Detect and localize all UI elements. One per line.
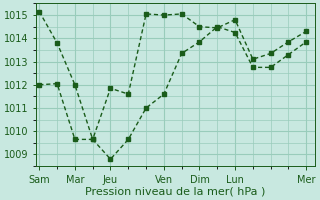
X-axis label: Pression niveau de la mer( hPa ): Pression niveau de la mer( hPa ) xyxy=(85,187,266,197)
